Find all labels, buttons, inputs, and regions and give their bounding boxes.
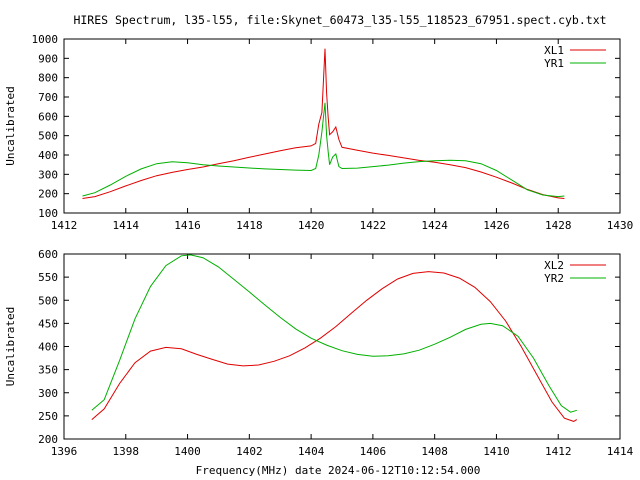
y-tick-label: 1000 <box>32 33 59 46</box>
legend-label-xl1: XL1 <box>544 44 564 57</box>
x-tick-label: 1430 <box>607 219 634 232</box>
y-tick-label: 400 <box>38 341 58 354</box>
x-tick-label: 1418 <box>236 219 263 232</box>
y-tick-label: 500 <box>38 294 58 307</box>
x-tick-label: 1416 <box>174 219 201 232</box>
y-tick-label: 250 <box>38 410 58 423</box>
x-tick-label: 1398 <box>113 445 140 458</box>
y-axis-label: Uncalibrated <box>4 86 17 165</box>
x-tick-label: 1412 <box>545 445 572 458</box>
x-tick-label: 1414 <box>607 445 634 458</box>
y-tick-label: 200 <box>38 433 58 446</box>
series-line-yr2 <box>91 254 577 413</box>
x-tick-label: 1412 <box>51 219 78 232</box>
x-tick-label: 1400 <box>174 445 201 458</box>
chart-panel-1: 1412 1414 1416 1418 1420 1422 1424 1426 1428 1430… <box>4 33 633 232</box>
x-tick-label: 1424 <box>421 219 448 232</box>
series-line-xl1 <box>82 48 565 199</box>
plot-frame <box>63 253 621 440</box>
x-tick-label: 1410 <box>483 445 510 458</box>
plots-container: 1412 1414 1416 1418 1420 1422 1424 1426 1428 1430… <box>4 33 634 458</box>
x-tick-label: 1396 <box>51 445 78 458</box>
x-tick-label: 1414 <box>113 219 140 232</box>
y-tick-label: 350 <box>38 364 58 377</box>
series-line-yr1 <box>82 102 565 198</box>
chart-title: HIRES Spectrum, l35-l55, file:Skynet_604… <box>73 13 606 27</box>
y-tick-label: 700 <box>38 91 58 104</box>
x-tick-label: 1408 <box>421 445 448 458</box>
x-tick-label: 1402 <box>236 445 263 458</box>
x-tick-label: 1422 <box>360 219 387 232</box>
x-axis-label: Frequency(MHz) date 2024-06-12T10:12:54.… <box>196 464 481 477</box>
y-tick-label: 300 <box>38 387 58 400</box>
y-axis-label: Uncalibrated <box>4 307 17 386</box>
legend-label-xl2: XL2 <box>544 259 564 272</box>
y-tick-label: 600 <box>38 110 58 123</box>
x-tick-label: 1426 <box>483 219 510 232</box>
y-tick-label: 400 <box>38 149 58 162</box>
series-line-xl2 <box>91 271 578 422</box>
y-tick-label: 100 <box>38 207 58 220</box>
chart-panel-2: 1396 1398 1400 1402 1404 1406 1408 1410 1412 1414… <box>4 248 634 458</box>
y-tick-label: 900 <box>38 52 58 65</box>
plot-frame <box>63 38 621 214</box>
y-tick-label: 800 <box>38 72 58 85</box>
y-tick-label: 450 <box>38 317 58 330</box>
y-tick-label: 600 <box>38 248 58 261</box>
legend-label-yr1: YR1 <box>544 57 564 70</box>
x-tick-label: 1420 <box>298 219 325 232</box>
x-tick-label: 1406 <box>360 445 387 458</box>
x-tick-label: 1428 <box>545 219 572 232</box>
x-tick-label: 1404 <box>298 445 325 458</box>
legend-label-yr2: YR2 <box>544 272 564 285</box>
y-tick-label: 500 <box>38 130 58 143</box>
y-tick-label: 550 <box>38 271 58 284</box>
y-tick-label: 300 <box>38 168 58 181</box>
y-tick-label: 200 <box>38 188 58 201</box>
